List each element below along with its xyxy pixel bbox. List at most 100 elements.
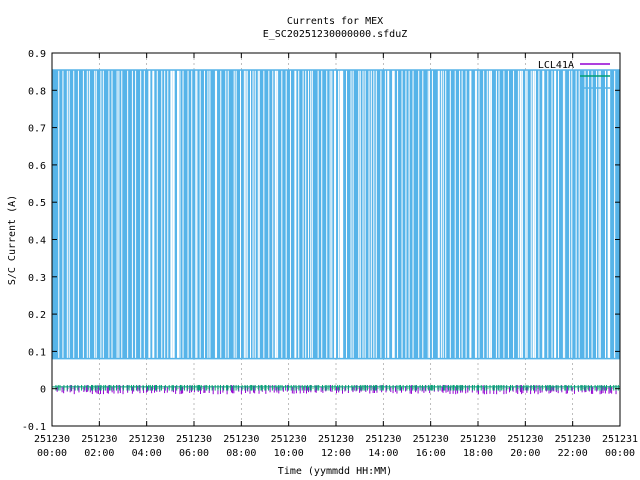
- series-gap: [442, 70, 444, 358]
- legend: LCL41A: [538, 60, 610, 89]
- series-gap: [614, 70, 616, 358]
- series-gap: [326, 70, 328, 358]
- x-tick-time: 10:00: [274, 448, 304, 459]
- series-gap: [380, 70, 382, 358]
- series-gap: [307, 70, 309, 358]
- series-gap: [302, 70, 304, 358]
- series-gap: [445, 70, 447, 358]
- series-gap: [252, 70, 254, 358]
- series-gap: [207, 70, 209, 358]
- series-gap: [277, 70, 279, 358]
- series-gap: [225, 70, 227, 358]
- series-gap: [305, 70, 307, 358]
- series-gap: [258, 70, 260, 358]
- series-gap: [507, 70, 509, 358]
- x-tick-time: 02:00: [84, 448, 114, 459]
- y-tick-label: 0.1: [28, 347, 46, 358]
- series-gap: [517, 70, 519, 358]
- series-gap: [599, 70, 601, 358]
- x-tick-date: 251230: [365, 434, 401, 445]
- series-gap: [476, 70, 478, 358]
- series-gap: [547, 70, 549, 358]
- series-gap: [94, 70, 96, 358]
- x-tick-date: 251230: [34, 434, 70, 445]
- x-tick-date: 251230: [507, 434, 543, 445]
- series-gap: [478, 70, 480, 358]
- series-gap: [373, 70, 375, 358]
- series-gap: [393, 70, 395, 358]
- series-gap: [454, 70, 456, 358]
- series-gap: [311, 70, 313, 358]
- series-gap: [562, 70, 564, 358]
- series-gap: [607, 70, 610, 358]
- series-gap: [490, 70, 492, 358]
- series-gap: [140, 70, 142, 358]
- series-gap: [469, 70, 472, 358]
- series-gap: [257, 70, 259, 358]
- y-tick-label: 0.8: [28, 86, 46, 97]
- series-gap: [243, 70, 245, 358]
- series-gap: [488, 70, 491, 358]
- series-gap: [412, 70, 414, 358]
- x-tick-time: 04:00: [132, 448, 162, 459]
- series-gap: [571, 70, 573, 358]
- series-gap: [131, 70, 133, 358]
- series-gap: [364, 70, 366, 358]
- series-gap: [73, 70, 75, 358]
- x-tick-time: 14:00: [368, 448, 398, 459]
- series-gap: [294, 70, 297, 358]
- series-gap: [526, 70, 528, 358]
- series-gap: [179, 70, 181, 358]
- series-gap: [405, 70, 407, 358]
- plot-frame: [51, 52, 621, 427]
- x-tick-date: 251230: [555, 434, 591, 445]
- series-gap: [195, 70, 197, 358]
- series-gap: [483, 70, 485, 358]
- series-gap: [100, 70, 102, 358]
- series-gap: [584, 70, 586, 358]
- series-gap: [285, 70, 287, 358]
- x-tick-time: 06:00: [179, 448, 209, 459]
- series-gap: [317, 70, 319, 358]
- series-gap: [196, 70, 198, 358]
- series-gap: [591, 70, 593, 358]
- series-gap: [102, 70, 104, 358]
- x-axis-ticks: 251230 00:00 251230 02:00 251230 04:00 251230 0…: [34, 53, 638, 459]
- y-tick-label: 0.4: [28, 236, 46, 247]
- series-gap: [564, 70, 566, 358]
- series-gap: [392, 70, 395, 358]
- series-gap: [227, 70, 229, 358]
- series-green: [52, 384, 620, 391]
- series-gap: [542, 70, 545, 358]
- series-gap: [216, 70, 218, 358]
- x-tick-time: 20:00: [510, 448, 540, 459]
- series-gap: [498, 70, 500, 358]
- series-gap: [519, 70, 522, 358]
- series-gap: [298, 70, 300, 358]
- series-gap: [596, 70, 598, 358]
- series-gap: [609, 70, 611, 358]
- series-gap: [187, 70, 189, 358]
- series-gap: [220, 70, 222, 358]
- series-gap: [598, 70, 600, 358]
- x-tick-time: 12:00: [321, 448, 351, 459]
- series-gap: [461, 70, 463, 358]
- series-gap: [346, 70, 348, 358]
- series-gap: [437, 70, 440, 358]
- x-tick-date: 251230: [81, 434, 117, 445]
- series-gap: [431, 70, 433, 358]
- series-gap: [167, 70, 169, 358]
- series-gap: [209, 70, 211, 358]
- series-gap: [495, 70, 497, 358]
- series-gap: [152, 70, 155, 358]
- series-gap: [532, 70, 535, 358]
- series-gap: [268, 70, 270, 358]
- series-gap: [534, 70, 536, 358]
- series-56b4e9-gaps: [58, 70, 616, 358]
- series-gap: [459, 70, 461, 358]
- series-gap: [440, 70, 442, 358]
- series-gap: [235, 70, 237, 358]
- series-gap: [182, 70, 184, 358]
- series-gap: [370, 70, 372, 358]
- series-gap: [449, 70, 451, 358]
